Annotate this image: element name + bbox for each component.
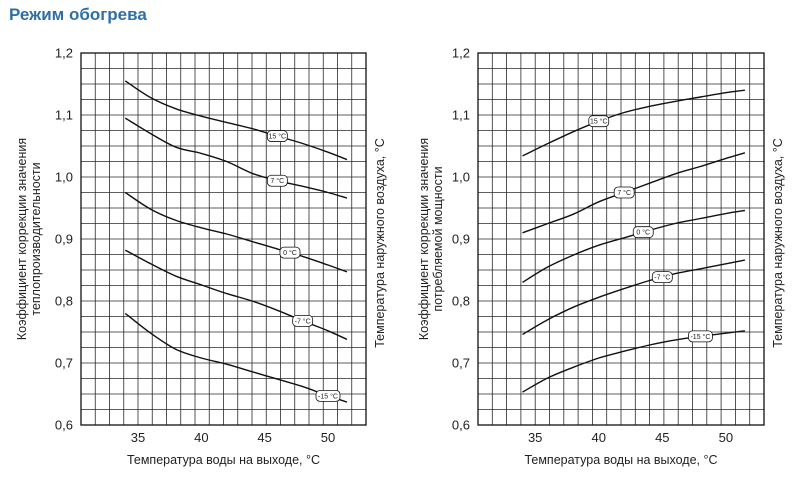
series-line [522, 330, 745, 393]
series-badge: -7 °C [651, 271, 673, 284]
series-badge-box [266, 174, 288, 187]
series-badge-box [292, 314, 314, 327]
series-label: 15 °C [590, 118, 608, 126]
series-badge: 7 °C [266, 174, 288, 187]
page-title: Режим обогрева [9, 5, 147, 24]
x-tick-label: 50 [321, 430, 335, 445]
series-badge: 15 °C [588, 115, 610, 128]
y-tick-label: 0,9 [55, 232, 73, 247]
series-label: 0 °C [283, 249, 297, 257]
series-badge-box [613, 186, 635, 199]
plot-frame [477, 52, 765, 426]
series-label: 7 °C [270, 177, 284, 185]
chart-2: 0,6 0,7 0,8 0,9 1,0 1,1 1,2 35 40 45 50 Коэффициент… [417, 46, 785, 468]
y-tick-label: 1,1 [55, 108, 73, 123]
y-tick-label: 1,0 [452, 170, 470, 185]
y-axis-label-line1: Коэффициент коррекции значения [15, 138, 29, 340]
y-tick-label: 0,9 [452, 232, 470, 247]
series-badge-box [632, 226, 654, 239]
series-line [522, 152, 746, 234]
series-line [522, 259, 746, 336]
series-line [124, 117, 348, 199]
x-tick-label: 35 [528, 430, 542, 445]
series-label: -15 °C [318, 392, 338, 400]
y-tick-label: 0,7 [452, 356, 470, 371]
series-badge-box [688, 330, 713, 343]
grid [80, 52, 367, 426]
y-tick-label: 0,8 [55, 294, 73, 309]
x-tick-label: 45 [655, 430, 669, 445]
y-tick-label: 0,7 [55, 356, 73, 371]
series-badge: 0 °C [632, 226, 654, 239]
right-axis-label: Температура наружного воздуха, °C [771, 138, 785, 348]
series-badge-box [266, 130, 288, 142]
x-tick-label: 50 [719, 430, 733, 445]
right-axis-label: Температура наружного воздуха, °C [373, 138, 387, 348]
series-label: 15 °C [269, 133, 287, 141]
series-badge: -7 °C [292, 314, 314, 327]
series-badge-box [651, 271, 673, 284]
chart-1: 0,6 0,7 0,8 0,9 1,0 1,1 1,2 35 40 45 50 Коэффициент… [15, 46, 387, 468]
series-badge: -15 °C [315, 389, 341, 402]
series-badge: 0 °C [279, 246, 301, 259]
y-tick-label: 0,6 [55, 418, 73, 433]
y-tick-label: 1,1 [452, 108, 470, 123]
series-badge-box [588, 115, 610, 128]
y-axis-label-line2: теплопроизводительности [29, 162, 43, 315]
plot-frame [80, 52, 367, 426]
series-label: 0 °C [636, 229, 650, 237]
y-tick-label: 1,2 [55, 46, 73, 61]
y-axis-label-line2: потребляемой мощности [431, 166, 445, 311]
series-badge: 7 °C [613, 186, 635, 199]
series-line [124, 312, 348, 403]
y-tick-label: 1,2 [452, 46, 470, 61]
y-tick-label: 0,8 [452, 294, 470, 309]
x-tick-label: 45 [257, 430, 271, 445]
series-line [124, 191, 348, 273]
series-label: -7 °C [654, 274, 670, 282]
y-tick-label: 1,0 [55, 170, 73, 185]
grid [477, 52, 765, 426]
series-label: 7 °C [617, 189, 631, 197]
series-label: -7 °C [295, 317, 311, 325]
series-badge: -15 °C [688, 330, 713, 343]
x-tick-label: 40 [592, 430, 606, 445]
x-axis-label: Температура воды на выходе, °C [127, 453, 320, 467]
y-tick-label: 0,6 [452, 418, 470, 433]
series-label: -15 °C [690, 333, 710, 341]
x-tick-label: 40 [194, 430, 208, 445]
series-line [124, 80, 348, 161]
series-line [124, 249, 348, 341]
series-badge: 15 °C [266, 130, 288, 142]
series-badge-box [315, 389, 341, 402]
series-line [522, 89, 745, 157]
y-axis-label-line1: Коэффициент коррекции значения [417, 138, 431, 340]
x-tick-label: 35 [131, 430, 145, 445]
x-axis-label: Температура воды на выходе, °C [524, 453, 717, 467]
series-badge-box [279, 246, 301, 259]
